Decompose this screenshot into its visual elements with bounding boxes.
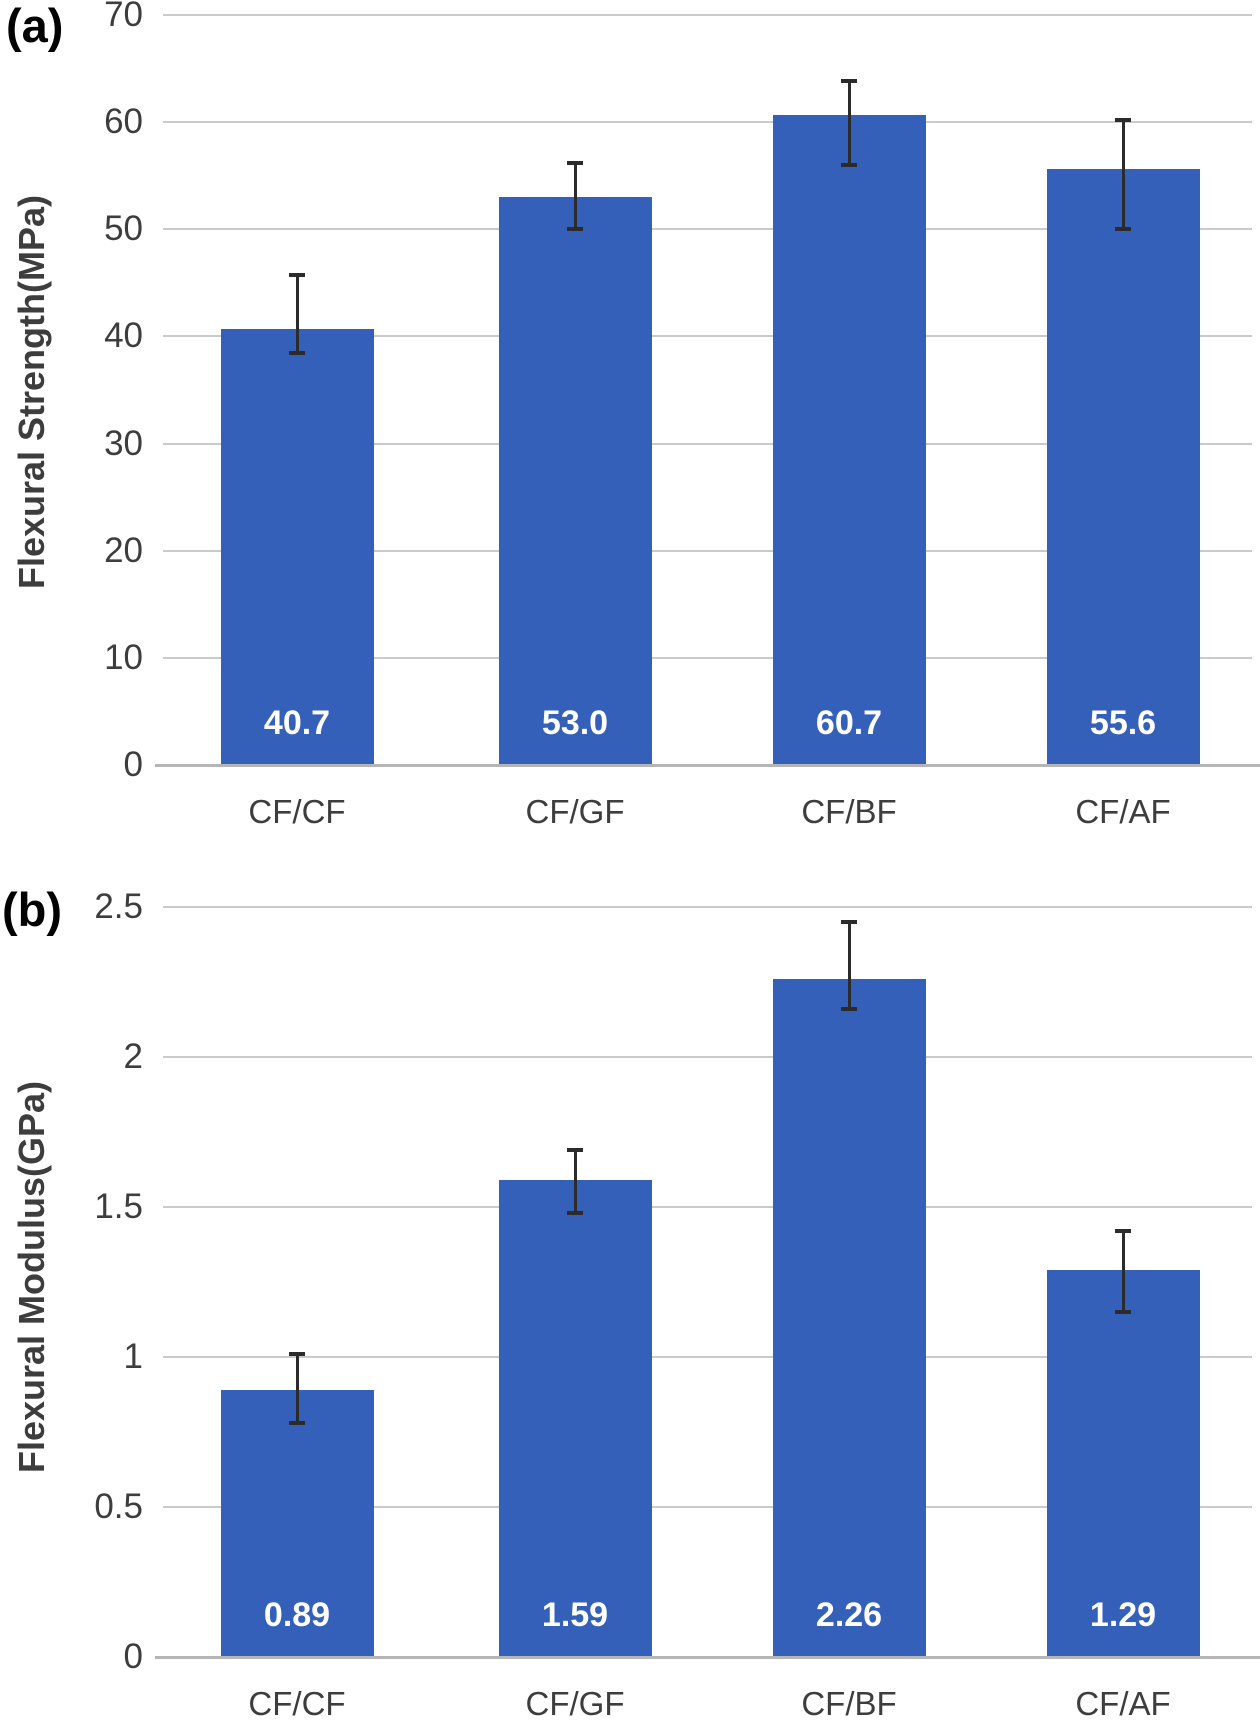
y-tick-label: 0.5 [94, 1487, 143, 1526]
error-bar-top-cap [567, 1148, 583, 1152]
x-axis-line [155, 764, 1260, 767]
error-bar [573, 162, 577, 230]
bar-value-label: 55.6 [1089, 704, 1157, 742]
category-label: CF/GF [525, 793, 625, 830]
error-bar-bottom-cap [289, 1421, 305, 1425]
y-tick-label: 60 [104, 102, 143, 142]
error-bar-top-cap [289, 273, 305, 278]
y-tick-label: 0 [123, 1637, 143, 1676]
error-bar-bottom-cap [1115, 227, 1131, 232]
y-tick-label: 20 [104, 530, 143, 570]
category-label: CF/CF [248, 1685, 346, 1722]
error-bar-top-cap [567, 160, 583, 165]
y-tick-label: 30 [104, 423, 143, 463]
error-bar [573, 1150, 577, 1213]
gridline [163, 442, 1252, 445]
gridline [163, 228, 1252, 231]
y-tick-label: 10 [104, 637, 143, 677]
gridline [163, 1056, 1252, 1058]
panel-b-y-axis-title: Flexural Modulus(GPa) [11, 1080, 52, 1474]
gridline [163, 549, 1252, 552]
gridline [163, 656, 1252, 659]
y-tick-label: 0 [123, 745, 143, 784]
category-label: CF/BF [801, 793, 897, 830]
category-label: CF/BF [801, 1685, 897, 1722]
bar-value-label: 53.0 [541, 704, 609, 742]
y-tick-label: 40 [104, 316, 143, 356]
error-bar-bottom-cap [841, 163, 857, 167]
error-bar-top-cap [1115, 1229, 1131, 1233]
bar [1046, 1270, 1200, 1657]
bar-value-label: 1.59 [541, 1596, 609, 1634]
error-bar-top-cap [841, 920, 857, 924]
y-tick-label: 1.5 [94, 1187, 143, 1226]
gridline [163, 121, 1252, 124]
bar [772, 979, 926, 1657]
x-axis-line [155, 1656, 1260, 1659]
error-bar-bottom-cap [567, 227, 583, 232]
error-bar [295, 1354, 299, 1423]
y-tick-label: 70 [104, 0, 143, 34]
bar [498, 197, 652, 765]
y-tick-label: 50 [104, 209, 143, 249]
error-bar-top-cap [841, 79, 857, 84]
error-bar [295, 275, 299, 353]
bar-value-label: 60.7 [815, 704, 883, 742]
error-bar [1121, 120, 1125, 230]
category-label: CF/GF [525, 1685, 625, 1722]
panel-b-label: (b) [2, 883, 63, 936]
error-bar-bottom-cap [289, 350, 305, 355]
bar-value-label: 0.89 [263, 1596, 331, 1634]
gridline [163, 1356, 1252, 1358]
error-bar-bottom-cap [1115, 1310, 1131, 1314]
panel-a-label: (a) [6, 0, 64, 52]
error-bar-top-cap [289, 1352, 305, 1356]
bar [220, 1390, 374, 1657]
gridline [163, 1506, 1252, 1508]
category-label: CF/AF [1075, 793, 1171, 830]
error-bar [1121, 1231, 1125, 1312]
y-tick-label: 1 [123, 1337, 143, 1376]
error-bar-bottom-cap [567, 1211, 583, 1215]
bar-value-label: 1.29 [1089, 1596, 1157, 1634]
bar [220, 328, 374, 765]
bar [772, 114, 926, 765]
bar-value-label: 2.26 [815, 1596, 883, 1634]
error-bar [847, 81, 851, 165]
y-tick-label: 2.5 [94, 887, 143, 926]
error-bar-top-cap [1115, 118, 1131, 122]
y-tick-label: 2 [123, 1037, 143, 1076]
gridline [163, 1206, 1252, 1208]
gridline [163, 335, 1252, 338]
gridline [163, 14, 1252, 16]
error-bar-bottom-cap [841, 1007, 857, 1011]
error-bar [847, 922, 851, 1009]
category-label: CF/AF [1075, 1685, 1171, 1722]
bar [1046, 169, 1200, 765]
bar-value-label: 40.7 [263, 704, 331, 742]
category-label: CF/CF [248, 793, 346, 830]
gridline [163, 906, 1252, 908]
bar [498, 1180, 652, 1657]
